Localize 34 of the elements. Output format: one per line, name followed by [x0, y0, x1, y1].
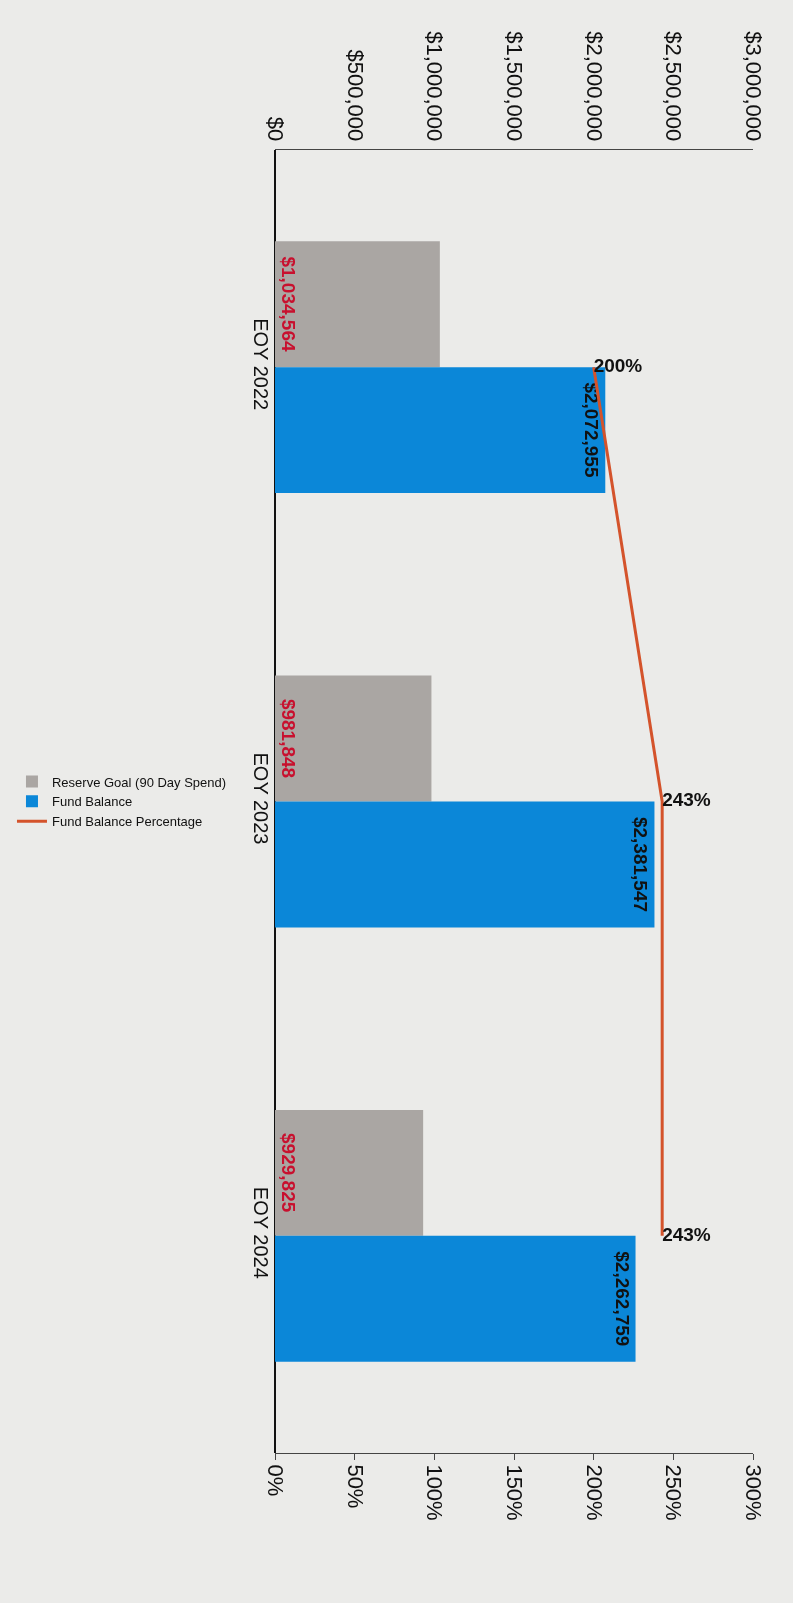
data-label: $2,262,759 — [611, 1251, 633, 1347]
bar — [275, 675, 432, 802]
bar — [275, 241, 440, 368]
x-tick-label: $1,000,000 — [422, 31, 448, 142]
data-label: $1,034,564 — [278, 256, 299, 352]
data-label: $2,381,547 — [630, 816, 652, 913]
legend-label: Fund Balance — [51, 794, 133, 810]
x-tick-label: $3,000,000 — [740, 31, 766, 142]
data-label: $2,072,955 — [581, 382, 603, 478]
x2-tick-label: 50% — [342, 1464, 368, 1509]
x2-tick-label: 0% — [262, 1464, 288, 1497]
x2-tick-label: 100% — [422, 1464, 448, 1521]
bar — [275, 1235, 636, 1362]
x-tick-label: $0 — [262, 116, 288, 142]
x-tick-label: $2,000,000 — [581, 31, 607, 142]
bar — [275, 1109, 424, 1236]
data-label: $981,848 — [278, 698, 299, 779]
x2-tick-label: 200% — [581, 1464, 607, 1521]
legend-label: Reserve Goal (90 Day Spend) — [51, 774, 227, 790]
y-tick-label: EOY 2024 — [250, 1186, 272, 1279]
x2-tick-label: 300% — [740, 1464, 766, 1521]
x2-tick-label: 250% — [661, 1464, 687, 1521]
x-tick-label: $2,500,000 — [661, 31, 687, 142]
x2-tick-label: 150% — [501, 1464, 527, 1521]
x-tick-label: $1,500,000 — [501, 31, 527, 142]
y-tick-label: EOY 2023 — [250, 752, 272, 845]
data-label: 200% — [593, 354, 643, 376]
x-tick-label: $500,000 — [342, 49, 368, 142]
bar — [275, 801, 655, 928]
data-label: $929,825 — [278, 1133, 299, 1213]
y-tick-label: EOY 2022 — [250, 318, 272, 411]
legend-label: Fund Balance Percentage — [51, 814, 203, 830]
data-label: 243% — [662, 1223, 711, 1245]
data-label: 243% — [662, 789, 711, 811]
